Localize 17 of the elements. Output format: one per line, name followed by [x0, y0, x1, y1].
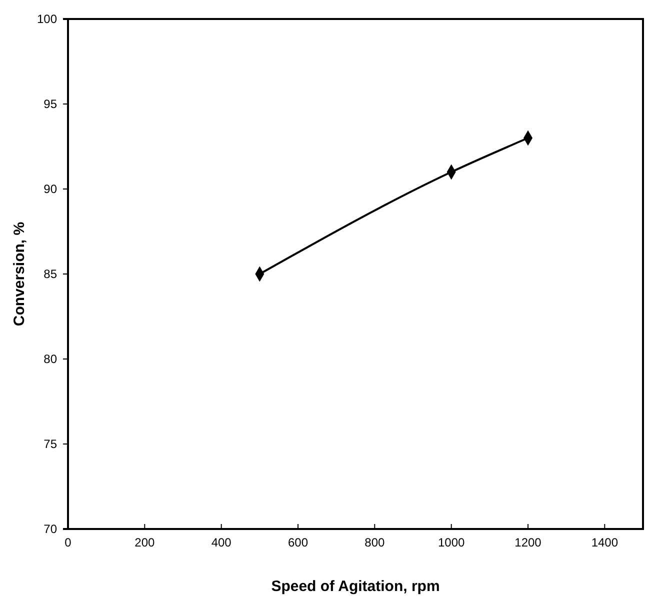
y-tick-label: 80 [44, 352, 58, 366]
y-tick-label: 90 [44, 182, 58, 196]
y-tick-label: 75 [44, 436, 58, 451]
x-tick-label: 1200 [514, 536, 542, 550]
x-tick-label: 200 [134, 536, 155, 550]
x-tick-label: 800 [364, 536, 385, 550]
y-tick-label: 95 [44, 96, 58, 111]
y-tick-label: 70 [44, 522, 58, 536]
y-axis-title: Conversion, % [11, 222, 28, 326]
x-tick-label: 600 [288, 536, 308, 550]
y-tick-label: 85 [44, 266, 58, 281]
x-tick-label: 0 [64, 536, 72, 550]
y-tick-label: 100 [36, 12, 58, 26]
x-tick-label: 1000 [438, 536, 466, 550]
x-axis-title: Speed of Agitation, rpm [271, 578, 440, 595]
x-tick-label: 1400 [591, 536, 618, 550]
x-tick-label: 400 [211, 536, 232, 550]
